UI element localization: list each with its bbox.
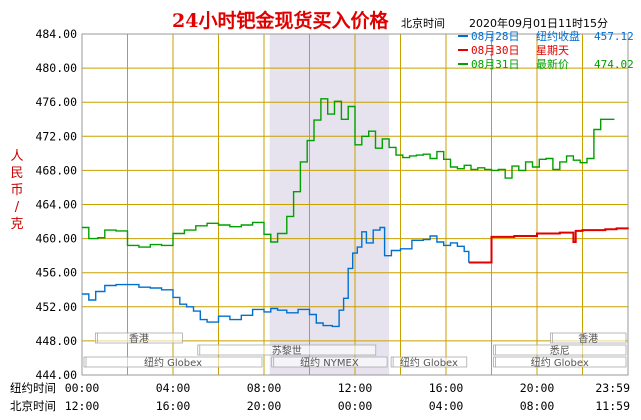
market-session-frame <box>271 356 388 368</box>
y-tick-label: 476.00 <box>35 95 77 109</box>
market-session-bar: 纽约 NYMEX <box>271 356 388 369</box>
x-tick-label-bj: 11:59 <box>595 399 630 413</box>
market-session-bar: 纽约 Globex <box>493 356 627 369</box>
market-session-frame <box>493 356 627 368</box>
y-tick-label: 484.00 <box>35 27 77 41</box>
x-tick-label-bj: 12:00 <box>65 399 100 413</box>
x-tick-label-ny: 04:00 <box>156 381 191 395</box>
legend-value: 474.02 <box>594 58 634 71</box>
y-axis-label: 人民币 / 克 <box>10 149 23 232</box>
header-datetime: 2020年09月01日11时15分 <box>469 16 608 30</box>
chart-title: 24小时钯金现货买入价格 <box>172 9 389 32</box>
x-row-label-bj: 北京时间 <box>10 399 56 413</box>
x-tick-label-ny: 20:00 <box>520 381 555 395</box>
market-session-label: 纽约 NYMEX <box>300 356 359 369</box>
legend-date: 08月31日 <box>471 58 520 71</box>
legend-label: 纽约收盘 <box>536 29 580 43</box>
market-session-label: 纽约 Globex <box>144 356 202 369</box>
x-row-label-ny: 纽约时间 <box>10 381 56 395</box>
x-tick-label-bj: 20:00 <box>247 399 282 413</box>
y-tick-label: 480.00 <box>35 61 77 75</box>
market-session-bar: 纽约 Globex <box>83 356 263 369</box>
y-axis-label-char: 人 <box>10 149 23 164</box>
market-session-label: 苏黎世 <box>272 344 302 357</box>
header-zone: 北京时间 <box>401 16 445 30</box>
y-axis-label-char: / <box>15 200 20 215</box>
legend-label: 星期天 <box>536 44 569 57</box>
y-axis-label-char: 克 <box>10 217 23 232</box>
y-axis-tick-labels: 484.00 480.00 476.00 472.00 468.00 464.00 460.… <box>35 27 77 382</box>
y-tick-label: 444.00 <box>35 368 77 382</box>
x-tick-label-ny: 00:00 <box>65 381 100 395</box>
x-tick-label-bj: 04:00 <box>429 399 464 413</box>
x-tick-label-bj: 16:00 <box>156 399 191 413</box>
y-axis-label-char: 币 <box>10 183 23 198</box>
legend-date: 08月28日 <box>471 30 520 43</box>
x-tick-label-ny: 16:00 <box>429 381 464 395</box>
series-line-1 <box>82 226 470 328</box>
y-tick-label: 448.00 <box>35 334 77 348</box>
market-session-label: 香港 <box>578 333 598 345</box>
market-session-label: 纽约 Globex <box>531 356 589 369</box>
market-session-label: 纽约 Globex <box>400 356 458 369</box>
x-tick-label-ny: 12:00 <box>338 381 373 395</box>
y-axis-label-char: 民 <box>10 166 23 181</box>
market-session-bar: 苏黎世 <box>197 344 377 357</box>
y-tick-label: 468.00 <box>35 163 77 177</box>
y-tick-label: 464.00 <box>35 198 77 212</box>
market-session-frame <box>390 356 468 368</box>
market-session-bar: 悉尼 <box>493 344 627 357</box>
market-session-label: 香港 <box>129 333 149 345</box>
market-session-frame <box>493 344 627 356</box>
market-session-label: 悉尼 <box>550 345 570 357</box>
legend-label: 最新价 <box>536 57 569 71</box>
y-tick-label: 452.00 <box>35 300 77 314</box>
series-line-2 <box>468 227 629 264</box>
x-tick-label-ny: 08:00 <box>247 381 282 395</box>
market-session-frame <box>83 356 263 368</box>
x-tick-label-bj: 00:00 <box>338 399 373 413</box>
x-tick-label-ny: 23:59 <box>595 381 630 395</box>
market-session-frame <box>549 332 627 344</box>
x-axis-tick-labels: 00:00 12:00 04:00 16:00 08:00 20:00 12:00 00:00… <box>65 381 630 413</box>
legend-value: 457.12 <box>594 30 634 43</box>
series-line-3 <box>82 98 615 248</box>
market-session-frame <box>94 332 183 344</box>
plot-border <box>81 33 629 376</box>
market-session-bar: 香港 <box>549 332 627 345</box>
market-session-bar: 香港 <box>94 332 183 345</box>
price-series <box>82 98 629 328</box>
y-tick-label: 472.00 <box>35 129 77 143</box>
grid-lines <box>81 33 629 376</box>
y-tick-label: 460.00 <box>35 232 77 246</box>
x-tick-label-bj: 08:00 <box>520 399 555 413</box>
y-tick-label: 456.00 <box>35 266 77 280</box>
market-session-frame <box>197 344 377 356</box>
market-session-bar: 纽约 Globex <box>390 356 468 369</box>
legend: 08月28日 纽约收盘 457.12 08月30日 星期天 08月31日 最新价 474.02 <box>458 29 634 71</box>
legend-date: 08月30日 <box>471 44 520 57</box>
